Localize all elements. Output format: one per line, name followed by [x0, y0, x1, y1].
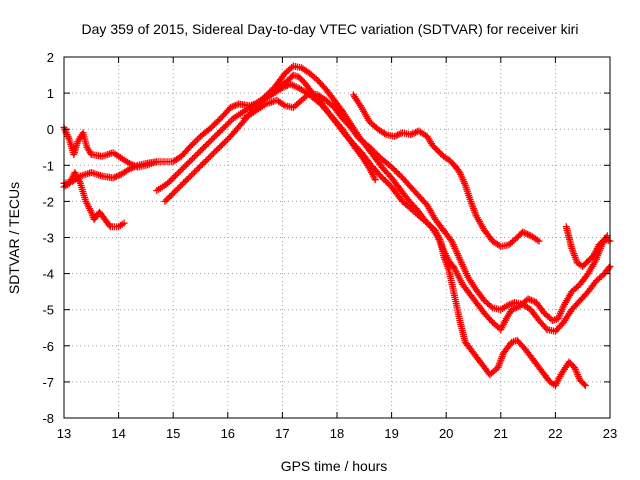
y-tick-label: -6 [42, 339, 54, 354]
marker-path [562, 223, 614, 270]
marker-path [161, 62, 611, 334]
y-tick-labels: -8 -7 -6 -5 -4 -3 -2 -1 0 1 2 [42, 50, 54, 426]
series-track7 [349, 91, 543, 250]
x-tick-label: 13 [57, 426, 71, 441]
data-points [60, 62, 614, 389]
y-tick-label: 1 [47, 86, 54, 101]
x-tick-labels: 13 14 15 16 17 18 19 20 21 22 23 [57, 426, 617, 441]
series-track6 [240, 89, 614, 335]
x-tick-label: 15 [166, 426, 180, 441]
chart-title: Day 359 of 2015, Sidereal Day-to-day VTE… [82, 21, 579, 37]
series-track5 [161, 62, 611, 334]
x-tick-label: 14 [111, 426, 125, 441]
x-tick-label: 22 [548, 426, 562, 441]
marker-path [240, 89, 614, 335]
y-tick-label: -5 [42, 303, 54, 318]
y-tick-label: -8 [42, 411, 54, 426]
y-tick-label: 0 [47, 122, 54, 137]
grid-lines [64, 57, 610, 418]
y-tick-label: -3 [42, 231, 54, 246]
y-tick-label: -4 [42, 267, 54, 282]
marker-path [349, 91, 543, 250]
x-tick-label: 21 [494, 426, 508, 441]
x-tick-label: 18 [330, 426, 344, 441]
x-tick-label: 17 [275, 426, 289, 441]
x-axis-label: GPS time / hours [281, 458, 388, 474]
y-tick-label: -2 [42, 194, 54, 209]
y-axis-label: SDTVAR / TECUs [6, 182, 22, 294]
x-tick-label: 23 [603, 426, 617, 441]
axis-ticks [63, 56, 611, 419]
y-tick-label: -1 [42, 158, 54, 173]
x-tick-label: 16 [221, 426, 235, 441]
x-tick-label: 19 [384, 426, 398, 441]
series-track8 [562, 223, 614, 270]
x-tick-label: 20 [439, 426, 453, 441]
y-tick-label: -7 [42, 375, 54, 390]
y-tick-label: 2 [47, 50, 54, 65]
